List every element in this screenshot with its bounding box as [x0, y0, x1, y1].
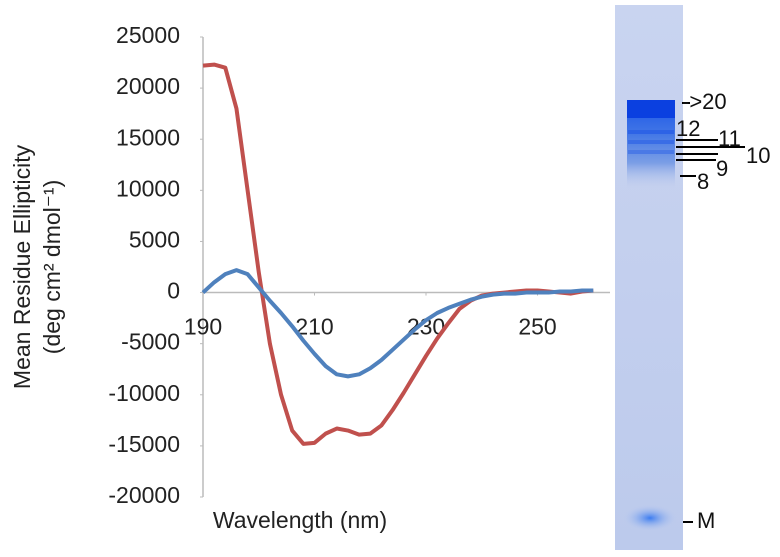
gel-label: 12: [676, 116, 700, 141]
data-line: [202, 62, 594, 446]
y-tick-label: -5000: [121, 329, 180, 355]
gel-lane: [615, 5, 683, 550]
gel-label: 10: [746, 143, 770, 168]
gel-band: [627, 100, 675, 118]
y-axis-label: Mean Residue Ellipticity: [9, 144, 35, 389]
y-tick-label: 10000: [116, 175, 180, 201]
y-tick-label: 5000: [129, 227, 180, 253]
y-tick-label: 15000: [116, 124, 180, 150]
gel-band: [622, 504, 678, 532]
y-tick-label: 20000: [116, 73, 180, 99]
gel: ->20 12 11 10 9 8 M: [615, 5, 770, 550]
x-axis-label: Wavelength (nm): [213, 507, 387, 533]
x-tick-label: 190: [184, 314, 222, 340]
y-tick-label: -20000: [108, 482, 180, 508]
gel-label: ->20: [682, 89, 727, 114]
gel-band: [628, 140, 674, 144]
y-axis-label: (deg cm² dmol⁻¹): [39, 180, 65, 354]
x-tick-label: 250: [518, 314, 556, 340]
y-tick-label: -15000: [108, 431, 180, 457]
data-line: [201, 268, 594, 379]
gel-band: [628, 150, 674, 154]
y-tick-label: -10000: [108, 380, 180, 406]
gel-label: 11: [718, 126, 741, 151]
gel-band: [628, 130, 674, 134]
y-tick-label: 25000: [116, 22, 180, 48]
gel-label: 8: [697, 169, 709, 194]
y-tick-label: 0: [167, 278, 180, 304]
gel-label: M: [697, 508, 715, 533]
gel-label: 9: [716, 156, 728, 181]
